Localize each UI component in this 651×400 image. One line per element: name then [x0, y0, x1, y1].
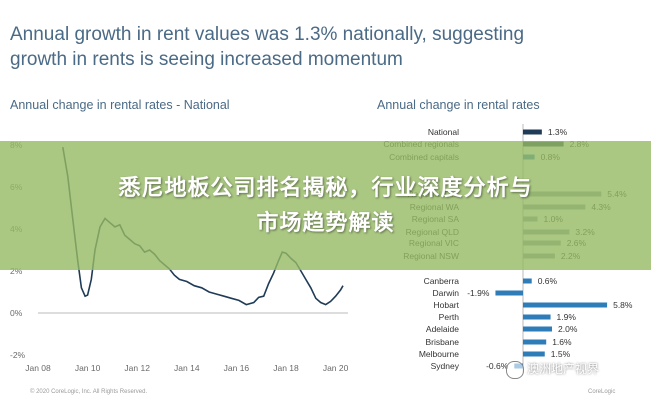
y-tick-label: -2%: [10, 350, 26, 360]
x-tick-label: Jan 12: [124, 363, 150, 373]
bar-value-label: 0.6%: [538, 276, 558, 286]
bar: [523, 326, 552, 332]
bar-value-label: 1.9%: [557, 312, 577, 322]
watermark-logo-icon: [506, 360, 524, 379]
watermark: 澳洲地产视界: [506, 360, 599, 379]
x-tick-label: Jan 18: [273, 363, 299, 373]
line-chart-title: Annual change in rental rates - National: [10, 98, 230, 112]
category-label: Brisbane: [425, 337, 459, 347]
x-tick-label: Jan 10: [75, 363, 101, 373]
category-label: Perth: [439, 312, 460, 322]
bar-value-label: 1.3%: [548, 127, 568, 137]
category-label: Darwin: [433, 288, 460, 298]
x-tick-label: Jan 14: [174, 363, 200, 373]
bar-value-label: 1.5%: [551, 349, 571, 359]
category-label: Hobart: [433, 300, 459, 310]
bar-value-label: -0.6%: [486, 361, 509, 371]
category-label: Canberra: [424, 276, 460, 286]
bar: [523, 351, 545, 357]
footer-brand: CoreLogic: [588, 389, 616, 395]
x-tick-label: Jan 20: [323, 363, 349, 373]
bar: [523, 314, 551, 320]
banner-overlay: [0, 141, 651, 270]
slide-title-line2: growth in rents is seeing increased mome…: [10, 49, 403, 70]
bar-value-label: 5.8%: [613, 300, 633, 310]
bar-value-label: 1.6%: [552, 337, 572, 347]
x-tick-label: Jan 16: [224, 363, 250, 373]
banner-headline-line2: 市场趋势解读: [256, 211, 395, 236]
bar-value-label: -1.9%: [467, 288, 490, 298]
x-tick-label: Jan 08: [25, 363, 51, 373]
copyright-text: © 2020 CoreLogic, Inc. All Rights Reserv…: [30, 389, 148, 395]
category-label: Sydney: [431, 361, 460, 371]
slide-title: Annual growth in rent values was 1.3% na…: [10, 22, 610, 72]
category-label: National: [428, 127, 459, 137]
bar: [523, 339, 547, 345]
bar: [523, 278, 532, 284]
category-label: Melbourne: [419, 349, 459, 359]
category-label: Adelaide: [426, 324, 459, 334]
bar: [523, 129, 542, 135]
banner-headline-line1: 悉尼地板公司排名揭秘，行业深度分析与: [118, 176, 533, 201]
slide-title-line1: Annual growth in rent values was 1.3% na…: [10, 24, 525, 45]
y-tick-label: 0%: [10, 308, 23, 318]
bar: [523, 302, 608, 308]
watermark-text: 澳洲地产视界: [527, 362, 600, 376]
y-tick-label: 2%: [10, 266, 23, 276]
bar-value-label: 2.0%: [558, 324, 578, 334]
bar-chart-title: Annual change in rental rates: [377, 98, 540, 112]
bar: [495, 290, 523, 296]
